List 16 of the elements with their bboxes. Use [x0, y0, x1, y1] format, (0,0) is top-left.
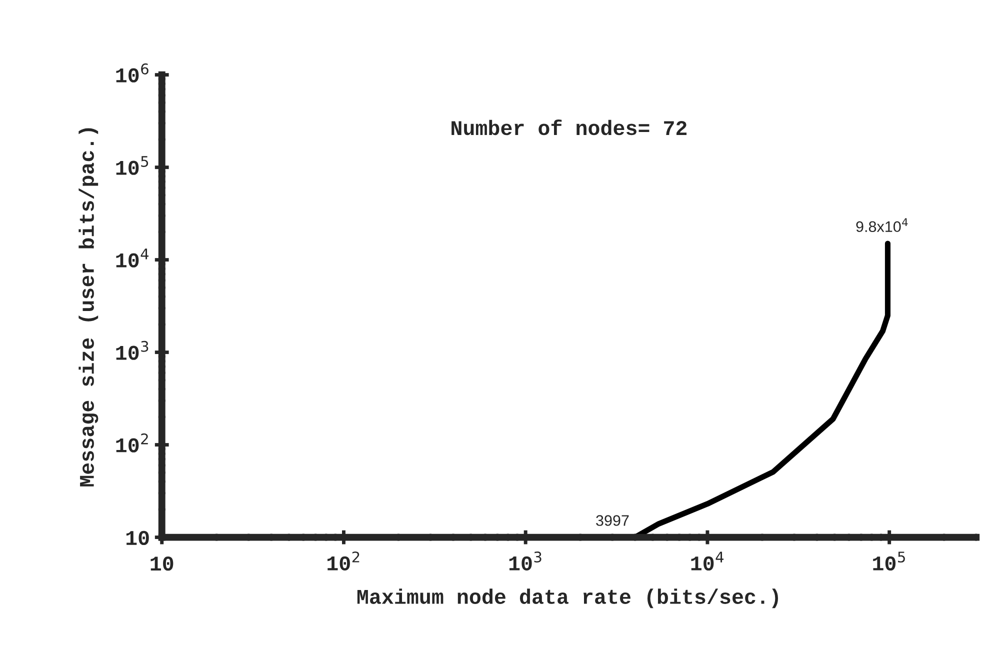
y-tick-label: 10$^{5}$ [116, 156, 148, 175]
x-tick-label: 10$^{3}$ [509, 551, 542, 570]
y-tick-label: 10$^{4}$ [116, 248, 149, 268]
x-tick-label: 10$^{2}$ [328, 551, 360, 570]
annotation: Number of nodes= 72 [452, 120, 687, 136]
x-tick-label: 10$^{4}$ [691, 552, 724, 570]
annotation: 3997 [596, 515, 629, 526]
x-tick-label: 10 [150, 556, 174, 571]
y-tick-label: 10$^{6}$ [116, 63, 148, 82]
annotation: 9.8x10$^{4}$ [856, 218, 908, 232]
y-axis-title: Message size (user bits/pac.) [78, 128, 98, 486]
y-tick-label: 10$^{3}$ [116, 340, 148, 360]
x-tick-label: 10$^{5}$ [873, 552, 905, 570]
y-tick-label: 10 [126, 530, 149, 546]
x-axis-title: Maximum node data rate (bits/sec.) [357, 588, 778, 608]
y-tick-label: 10$^{2}$ [116, 433, 148, 452]
